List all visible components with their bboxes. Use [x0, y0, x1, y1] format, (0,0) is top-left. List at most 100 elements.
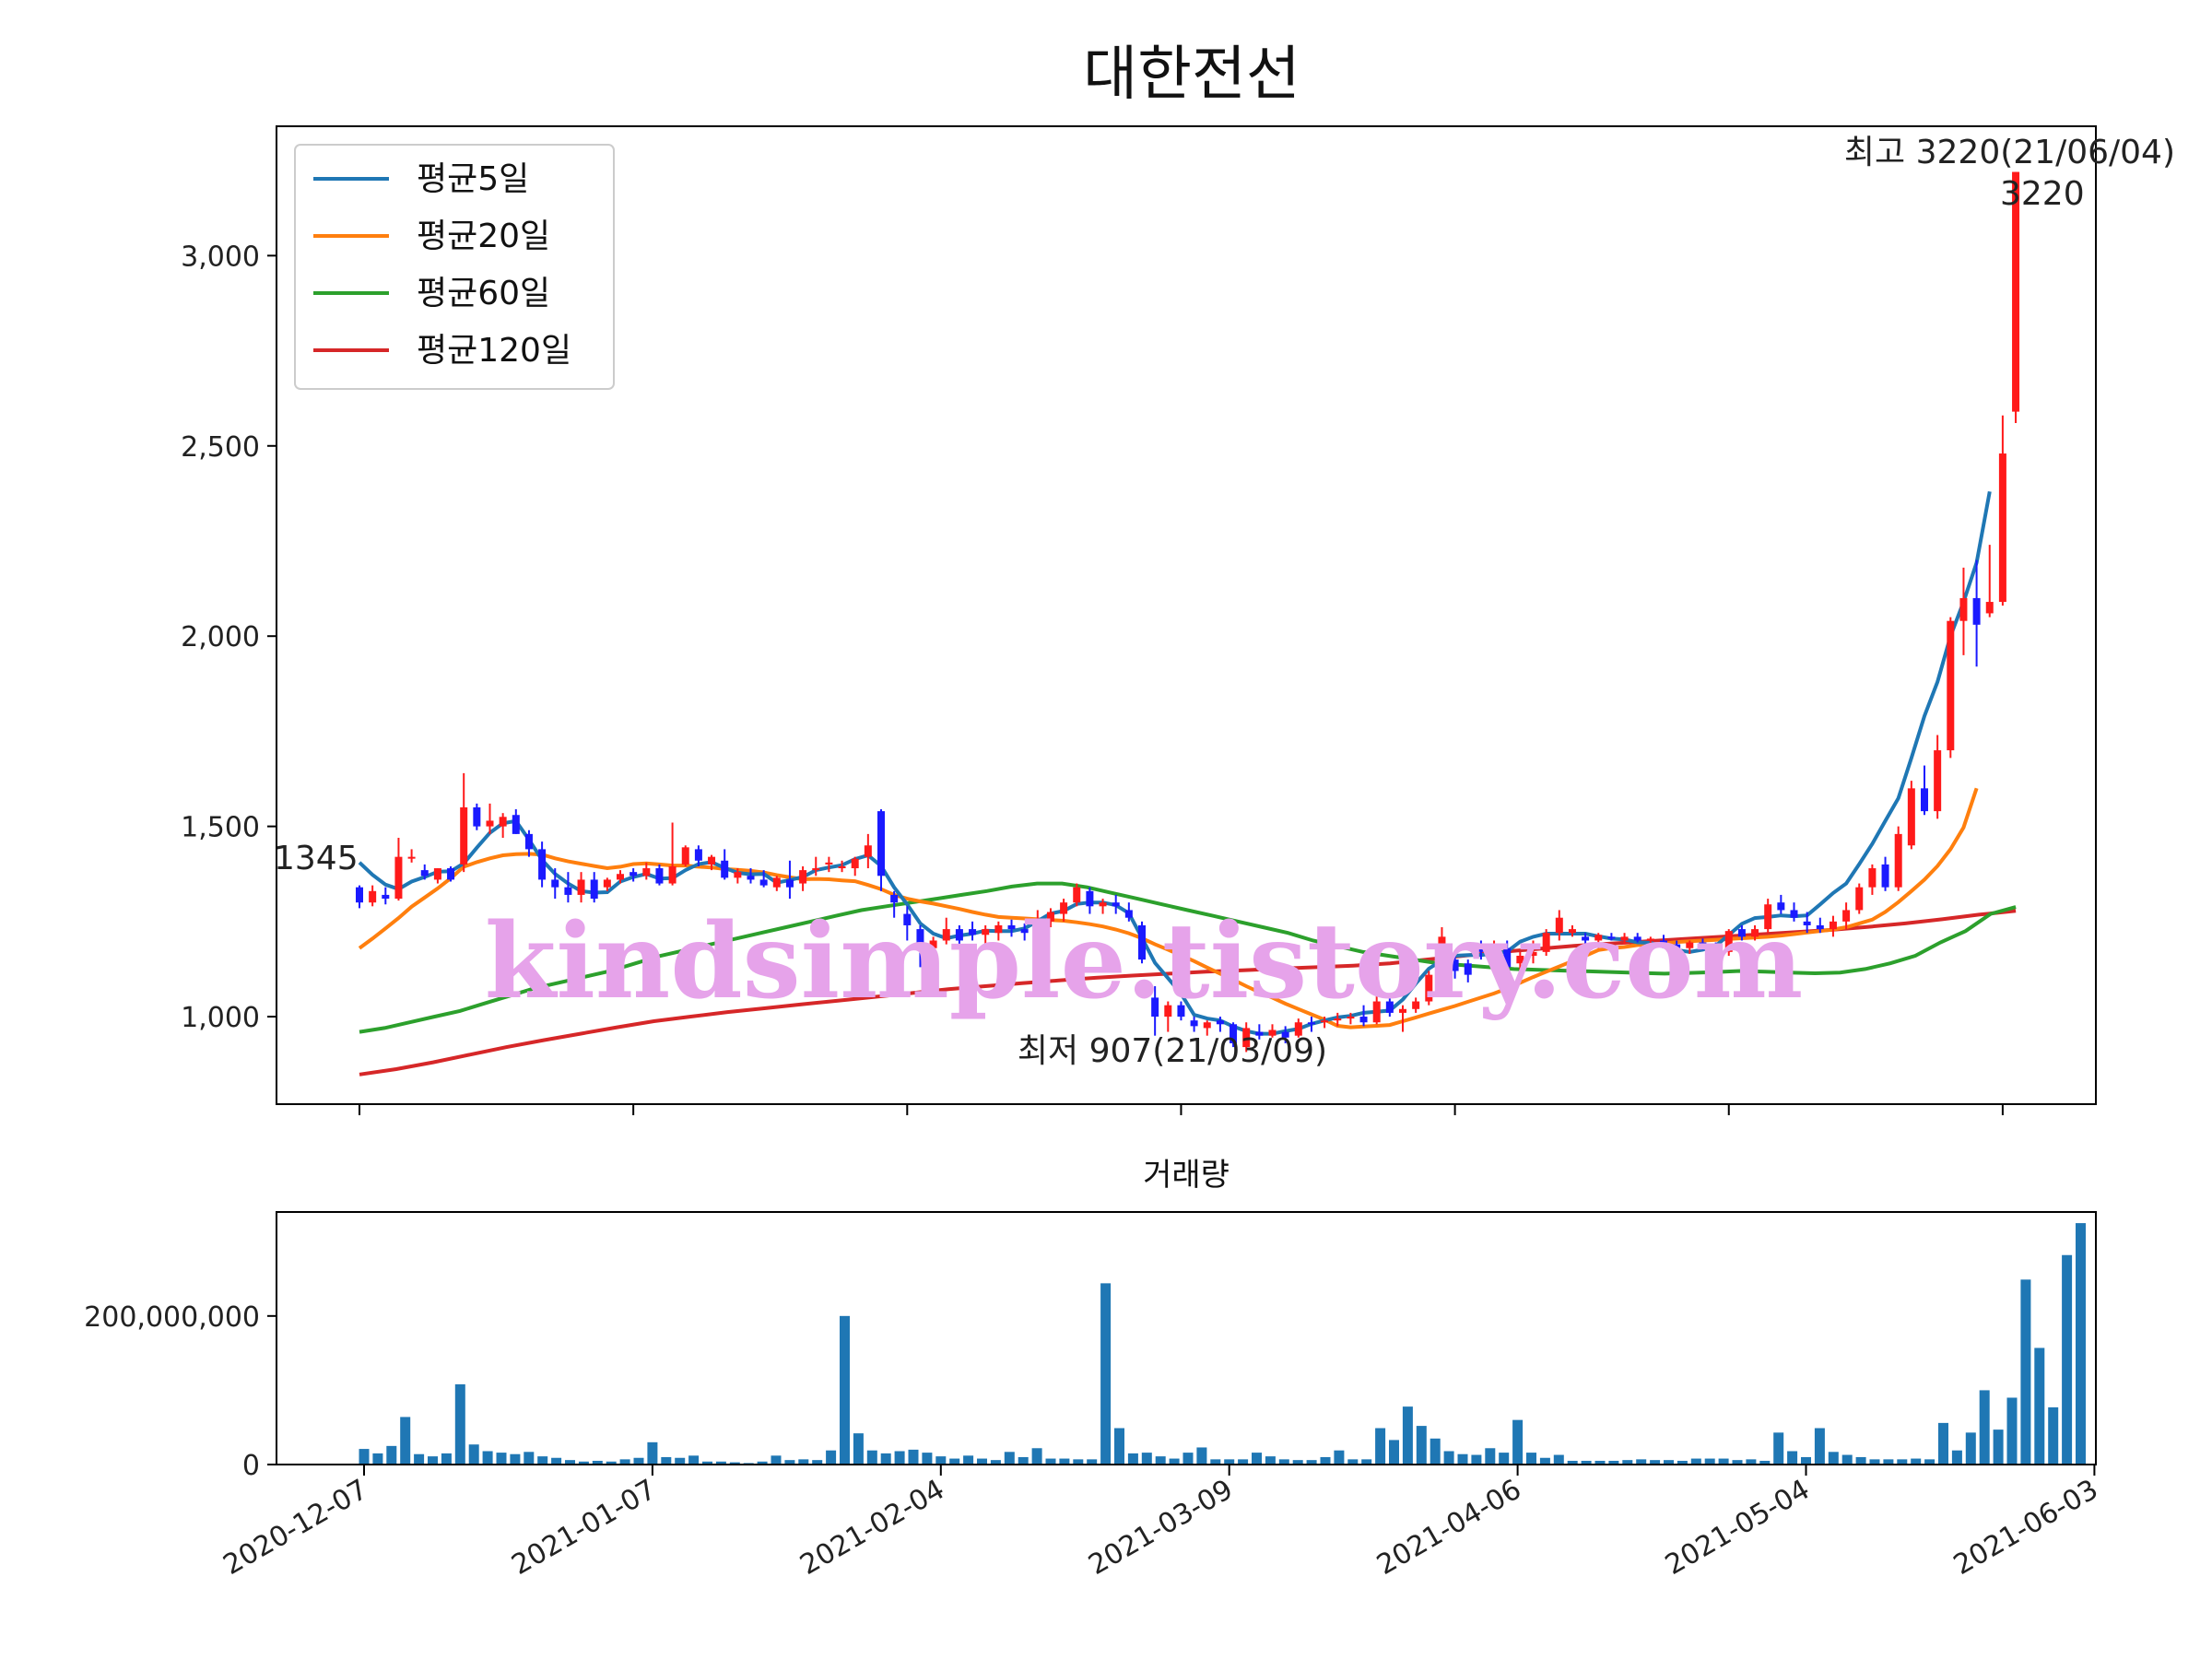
volume-bar: [1278, 1459, 1289, 1465]
candle: [1190, 1017, 1198, 1032]
volume-bar: [1334, 1450, 1345, 1465]
volume-bar: [1361, 1459, 1372, 1465]
candle: [1164, 1001, 1172, 1032]
volume-bar: [661, 1456, 672, 1465]
candle: [382, 887, 390, 905]
candle: [1582, 933, 1590, 945]
volume-bar: [1416, 1426, 1427, 1465]
candle: [1751, 924, 1759, 941]
volume-bar: [771, 1455, 782, 1465]
volume-bar: [1526, 1453, 1536, 1465]
candle: [681, 845, 689, 866]
volume-bar: [1127, 1453, 1138, 1465]
candle: [1660, 935, 1667, 948]
volume-bar: [853, 1433, 864, 1465]
candle: [433, 868, 441, 884]
volume-bar: [675, 1457, 686, 1465]
volume-bar: [606, 1461, 617, 1465]
candle: [1294, 1018, 1302, 1038]
volume-bar: [1292, 1460, 1303, 1465]
candle: [1046, 908, 1054, 928]
candle: [499, 813, 507, 839]
candle: [473, 803, 481, 830]
volume-bar: [715, 1461, 726, 1465]
volume-bar: [866, 1450, 877, 1465]
candle: [1855, 883, 1864, 914]
candle: [1099, 899, 1107, 914]
watermark-text: kindsimple.tistory.com: [485, 901, 1804, 1022]
volume-bar: [524, 1452, 535, 1465]
volume-bar: [1045, 1458, 1056, 1465]
candle: [642, 862, 651, 880]
volume-bar: [496, 1453, 507, 1465]
candle: [603, 877, 611, 891]
candle: [1203, 1020, 1211, 1036]
volume-bar: [1539, 1457, 1550, 1465]
candle: [617, 870, 624, 884]
volume-bar: [1704, 1458, 1715, 1465]
volume-plot-frame: [276, 1211, 2097, 1465]
candle: [577, 872, 585, 903]
candle: [512, 809, 520, 834]
volume-bar: [619, 1459, 630, 1465]
candle: [890, 890, 899, 918]
volume-bar: [1141, 1453, 1152, 1465]
volume-bar: [1664, 1460, 1674, 1465]
candle: [1359, 1005, 1368, 1027]
candle: [1947, 617, 1955, 759]
volume-bar: [565, 1460, 575, 1465]
candle: [1007, 919, 1016, 937]
volume-bar: [729, 1462, 740, 1465]
candle: [1542, 929, 1550, 956]
volume-bar: [372, 1453, 383, 1465]
candle: [877, 809, 885, 891]
volume-bar: [1114, 1428, 1124, 1465]
candle: [1124, 902, 1133, 922]
candle: [1321, 1017, 1329, 1029]
volume-bar: [1252, 1453, 1262, 1465]
price-y-axis: 1,000 1,500 2,000 2,500 3,000: [181, 241, 276, 1034]
volume-bar: [1031, 1448, 1042, 1465]
volume-bar: [1485, 1448, 1496, 1465]
volume-bar: [1182, 1453, 1194, 1465]
candle: [1399, 1005, 1406, 1032]
volume-y-axis: 0 200,000,000: [84, 1301, 276, 1482]
candle: [1255, 1024, 1264, 1040]
candle: [1868, 864, 1877, 895]
volume-bar: [1594, 1460, 1606, 1465]
candle: [1842, 902, 1851, 930]
legend-label-ma5: 평균5일: [417, 160, 529, 198]
candle: [460, 772, 468, 873]
volume-bar: [1018, 1456, 1029, 1465]
candle: [1151, 986, 1159, 1036]
volume-bar: [1196, 1447, 1207, 1465]
candle: [538, 841, 547, 888]
volume-bar: [400, 1417, 411, 1465]
candle: [1921, 765, 1928, 816]
volume-bar: [1553, 1454, 1564, 1465]
candle: [955, 924, 963, 945]
volume-bar: [935, 1456, 947, 1465]
volume-bar: [1375, 1428, 1386, 1465]
volume-bar: [1690, 1458, 1701, 1465]
volume-bar: [510, 1453, 521, 1465]
volume-bar: [812, 1460, 823, 1465]
candle: [1112, 894, 1120, 914]
candle: [1033, 910, 1041, 937]
y-tick-label: 1,500: [181, 812, 260, 844]
candle: [1138, 921, 1146, 964]
volume-y-tick-label: 200,000,000: [84, 1301, 260, 1334]
candle: [1907, 781, 1915, 850]
candle: [916, 924, 924, 968]
volume-bar: [1979, 1390, 1990, 1465]
candle: [851, 856, 859, 877]
candle: [1412, 997, 1420, 1013]
volume-bar: [386, 1445, 397, 1465]
volume-bar: [1841, 1454, 1853, 1465]
volume-bars: [359, 1223, 2086, 1465]
volume-bar: [826, 1450, 837, 1465]
volume-bar: [2006, 1397, 2018, 1465]
volume-bar: [1499, 1453, 1510, 1465]
volume-bar: [592, 1460, 603, 1465]
volume-bar: [1965, 1432, 1976, 1465]
